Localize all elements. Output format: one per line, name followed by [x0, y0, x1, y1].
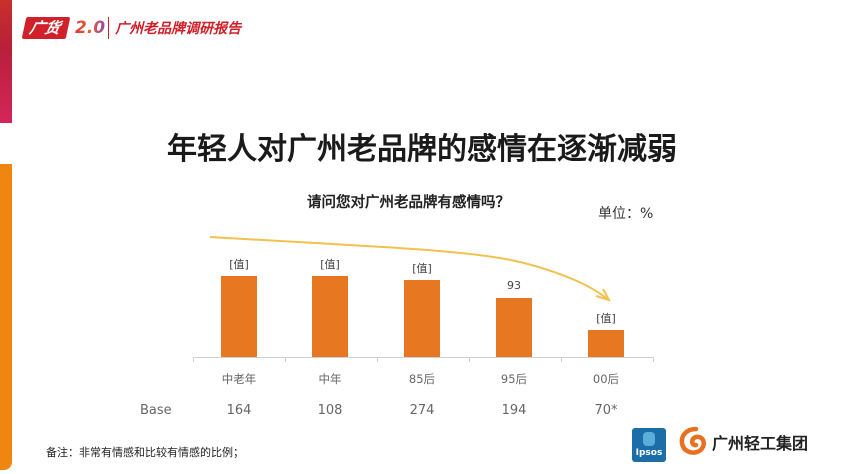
category-label: 85后 [408, 372, 436, 386]
base-value: 274 [409, 403, 435, 418]
group-name: 广州轻工集团 [712, 434, 809, 453]
data-label: 93 [507, 279, 521, 292]
axis-tick [561, 357, 562, 362]
axis-tick [377, 357, 378, 362]
base-value: 164 [226, 403, 252, 418]
category-label: 中年 [318, 372, 342, 386]
axis-tick [469, 357, 470, 362]
report-title: 广州老品牌调研报告 [115, 21, 242, 37]
decorative-strip-bottom [0, 164, 12, 470]
ipsos-logo-text: Ipsos [635, 448, 663, 458]
page-title: 年轻人对广州老品牌的感情在逐渐减弱 [167, 132, 677, 167]
ipsos-bubble-icon [643, 432, 655, 446]
base-label: Base [140, 403, 172, 418]
data-label: [值] [412, 262, 432, 275]
bar-zhongnian [312, 276, 348, 357]
chart-unit: 单位：% [598, 206, 654, 222]
x-axis [193, 357, 653, 358]
base-value: 108 [317, 403, 343, 418]
logo-version: 2.0 [72, 17, 110, 39]
ipsos-logo: Ipsos [632, 428, 666, 462]
category-label: 00后 [592, 372, 620, 386]
data-label: [值] [320, 258, 340, 271]
axis-tick [193, 357, 194, 362]
footnote: 备注：非常有情感和比较有情感的比例； [46, 446, 244, 459]
category-label: 中老年 [221, 372, 257, 386]
decorative-strip-top [0, 0, 12, 123]
guangzhou-light-industry-logo-icon [679, 426, 706, 455]
header-logo: 广货 2.0 广州老品牌调研报告 [21, 17, 242, 39]
chart-question: 请问您对广州老品牌有感情吗？ [307, 195, 510, 211]
bar-85hou [404, 280, 440, 357]
data-label: [值] [229, 258, 249, 271]
base-value: 194 [501, 403, 527, 418]
axis-tick [653, 357, 654, 362]
bar-00hou [588, 330, 624, 357]
base-value: 70* [594, 403, 618, 418]
category-label: 95后 [500, 372, 528, 386]
data-label: [值] [596, 312, 616, 325]
bar-zhonglaonian [221, 276, 257, 357]
axis-tick [285, 357, 286, 362]
bar-95hou [496, 298, 532, 357]
